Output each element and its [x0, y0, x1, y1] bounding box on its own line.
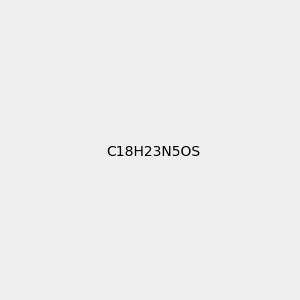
Text: C18H23N5OS: C18H23N5OS [107, 145, 201, 158]
